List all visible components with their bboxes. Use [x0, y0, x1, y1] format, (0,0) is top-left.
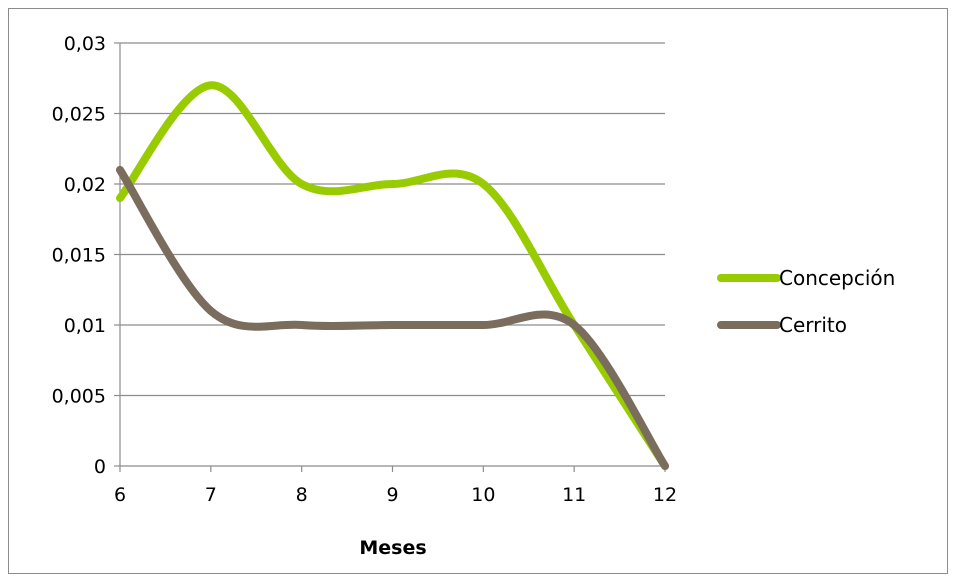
x-tick-label-1: 7: [205, 484, 217, 506]
chart-frame: [8, 8, 948, 574]
x-axis-title: Meses: [359, 537, 426, 559]
x-tick-label-6: 12: [653, 484, 677, 506]
y-tick-label-0: 0: [94, 456, 106, 478]
legend: Concepción Cerrito: [717, 266, 895, 337]
axes: [114, 42, 666, 472]
legend-label-1: Cerrito: [779, 313, 847, 337]
y-tick-label-2: 0,01: [64, 315, 106, 337]
y-tick-label-4: 0,02: [64, 174, 106, 196]
x-tick-label-3: 9: [386, 484, 398, 506]
legend-label-0: Concepción: [779, 266, 895, 290]
x-tick-label-2: 8: [296, 484, 308, 506]
y-tick-label-6: 0,03: [64, 33, 106, 55]
x-tick-label-0: 6: [114, 484, 126, 506]
series-lines: [116, 81, 669, 470]
y-tick-label-5: 0,025: [52, 104, 106, 126]
tick-labels: 0 0,005 0,01 0,015 0,02 0,025 0,03 6 7 8 9 10 11 12: [52, 33, 678, 506]
x-tick-label-5: 11: [562, 484, 586, 506]
series-line-cerrito: [116, 165, 669, 470]
series-line-concepcion: [116, 81, 669, 470]
x-tick-label-4: 10: [471, 484, 495, 506]
y-tick-label-3: 0,015: [52, 245, 106, 267]
y-tick-label-1: 0,005: [52, 386, 106, 408]
